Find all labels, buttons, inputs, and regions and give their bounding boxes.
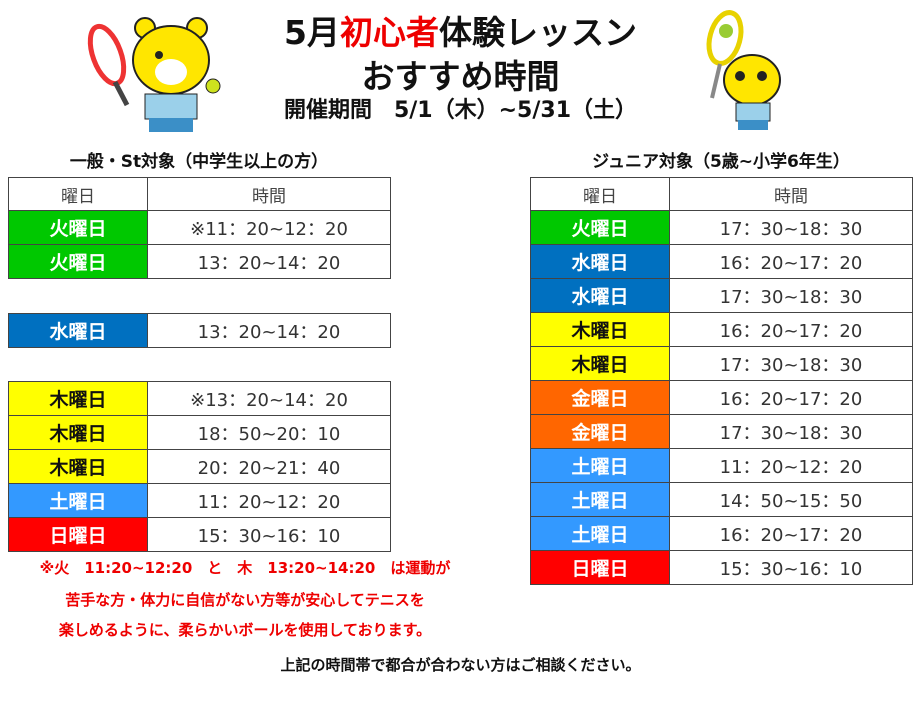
time-cell: 13：20~14：20: [147, 244, 391, 279]
day-cell: 水曜日: [8, 313, 148, 348]
junior-table: 曜日 時間 火曜日 17：30~18：30 水曜日 16：20~17：20 水曜日 17：3…: [530, 177, 913, 585]
note-line-1: ※火 11:20~12:20 と 木 13:20~14:20 は運動が: [39, 559, 451, 577]
day-cell: 土曜日: [530, 482, 670, 517]
schedule-row: 土曜日 11：20~12：20: [530, 448, 913, 483]
col-time: 時間: [669, 177, 913, 211]
day-cell: 日曜日: [530, 550, 670, 585]
note-line-2: 苦手な方・体力に自信がない方等が安心してテニスを: [65, 591, 425, 609]
time-cell: 17：30~18：30: [669, 210, 913, 245]
schedule-row: 木曜日 18：50~20：10: [8, 415, 391, 450]
time-cell: 11：20~12：20: [147, 483, 391, 518]
time-cell: 16：20~17：20: [669, 312, 913, 347]
time-cell: 11：20~12：20: [669, 448, 913, 483]
day-cell: 水曜日: [530, 244, 670, 279]
time-cell: 18：50~20：10: [147, 415, 391, 450]
bear-mascot-right-icon: [706, 10, 781, 130]
general-group-wed: 水曜日 13：20~14：20: [8, 313, 391, 348]
time-cell: 17：30~18：30: [669, 346, 913, 381]
general-group-tue: 火曜日 ※11：20~12：20 火曜日 13：20~14：20: [8, 210, 391, 279]
schedule-row: 金曜日 16：20~17：20: [530, 380, 913, 415]
time-cell: 15：30~16：10: [669, 550, 913, 585]
general-header-table: 曜日 時間: [8, 177, 391, 211]
time-cell: ※11：20~12：20: [147, 210, 391, 245]
page-title: 5月初心者体験レッスン: [284, 13, 637, 52]
col-day: 曜日: [8, 177, 148, 211]
day-cell: 金曜日: [530, 414, 670, 449]
day-cell: 木曜日: [8, 415, 148, 450]
day-cell: 木曜日: [530, 312, 670, 347]
day-cell: 日曜日: [8, 517, 148, 552]
general-group-thu-sun: 木曜日 ※13：20~14：20 木曜日 18：50~20：10 木曜日 20：20~21…: [8, 381, 391, 552]
junior-heading: ジュニア対象（5歳~小学6年生）: [592, 152, 850, 172]
day-cell: 木曜日: [530, 346, 670, 381]
schedule-row: 日曜日 15：30~16：10: [530, 550, 913, 585]
day-cell: 火曜日: [530, 210, 670, 245]
col-day: 曜日: [530, 177, 670, 211]
time-cell: 14：50~15：50: [669, 482, 913, 517]
schedule-row: 水曜日 16：20~17：20: [530, 244, 913, 279]
general-heading: 一般・St対象（中学生以上の方）: [69, 152, 329, 172]
time-cell: ※13：20~14：20: [147, 381, 391, 416]
time-cell: 15：30~16：10: [147, 517, 391, 552]
day-cell: 火曜日: [8, 244, 148, 279]
schedule-row: 火曜日 17：30~18：30: [530, 210, 913, 245]
day-cell: 土曜日: [8, 483, 148, 518]
schedule-row: 土曜日 11：20~12：20: [8, 483, 391, 518]
time-cell: 16：20~17：20: [669, 516, 913, 551]
time-cell: 17：30~18：30: [669, 278, 913, 313]
note-line-3: 楽しめるように、柔らかいボールを使用しております。: [58, 621, 432, 639]
bear-mascot-left-icon: [87, 17, 221, 132]
schedule-row: 水曜日 13：20~14：20: [8, 313, 391, 348]
schedule-row: 土曜日 16：20~17：20: [530, 516, 913, 551]
schedule-row: 木曜日 ※13：20~14：20: [8, 381, 391, 416]
time-cell: 17：30~18：30: [669, 414, 913, 449]
schedule-row: 木曜日 16：20~17：20: [530, 312, 913, 347]
day-cell: 土曜日: [530, 516, 670, 551]
event-period: 開催期間 5/1（木）~5/31（土）: [283, 98, 638, 123]
day-cell: 金曜日: [530, 380, 670, 415]
time-cell: 16：20~17：20: [669, 244, 913, 279]
schedule-row: 木曜日 17：30~18：30: [530, 346, 913, 381]
schedule-row: 水曜日 17：30~18：30: [530, 278, 913, 313]
page-subtitle: おすすめ時間: [361, 57, 560, 96]
footer-note: 上記の時間帯で都合が合わない方はご相談ください。: [280, 656, 641, 674]
col-time: 時間: [147, 177, 391, 211]
day-cell: 木曜日: [8, 449, 148, 484]
day-cell: 土曜日: [530, 448, 670, 483]
schedule-row: 日曜日 15：30~16：10: [8, 517, 391, 552]
time-cell: 13：20~14：20: [147, 313, 391, 348]
schedule-row: 土曜日 14：50~15：50: [530, 482, 913, 517]
time-cell: 20：20~21：40: [147, 449, 391, 484]
day-cell: 水曜日: [530, 278, 670, 313]
time-cell: 16：20~17：20: [669, 380, 913, 415]
day-cell: 火曜日: [8, 210, 148, 245]
schedule-row: 金曜日 17：30~18：30: [530, 414, 913, 449]
day-cell: 木曜日: [8, 381, 148, 416]
schedule-row: 木曜日 20：20~21：40: [8, 449, 391, 484]
schedule-row: 火曜日 ※11：20~12：20: [8, 210, 391, 245]
schedule-row: 火曜日 13：20~14：20: [8, 244, 391, 279]
